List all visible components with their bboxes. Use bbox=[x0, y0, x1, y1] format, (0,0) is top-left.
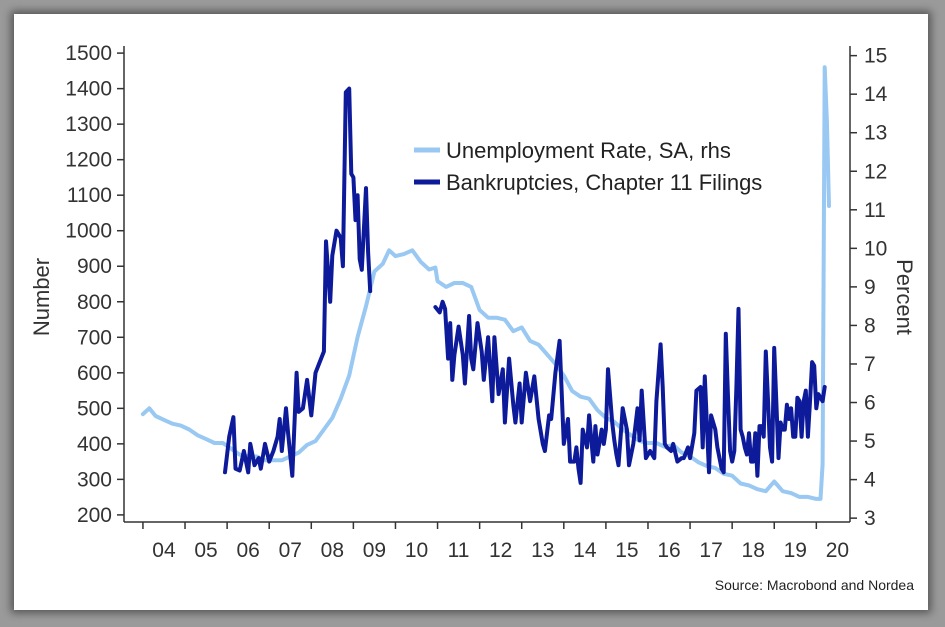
right-y-tick-label: 10 bbox=[864, 237, 887, 260]
legend-label-bankruptcies: Bankruptcies, Chapter 11 Filings bbox=[446, 170, 762, 195]
series-layer bbox=[140, 65, 831, 501]
left-y-tick-label: 700 bbox=[77, 326, 112, 349]
left-y-tick-label: 300 bbox=[77, 468, 112, 491]
left-y-ticks: 200 300 400 500 600 700 800 900 1000 1100 1200 1300… bbox=[65, 42, 124, 527]
legend-label-unemployment: Unemployment Rate, SA, rhs bbox=[446, 138, 731, 163]
left-y-tick-label: 400 bbox=[77, 433, 112, 456]
source-note: Source: Macrobond and Nordea bbox=[715, 577, 914, 593]
left-y-tick-label: 1300 bbox=[65, 113, 112, 136]
x-tick-label: 15 bbox=[615, 539, 638, 562]
right-y-tick-label: 13 bbox=[864, 122, 887, 145]
left-y-tick-label: 1200 bbox=[65, 149, 112, 172]
right-y-tick-label: 4 bbox=[864, 469, 876, 492]
x-tick-label: 09 bbox=[363, 539, 386, 562]
bankruptcies-line-segment-2 bbox=[433, 299, 827, 485]
x-tick-label: 14 bbox=[573, 539, 597, 562]
right-y-tick-label: 11 bbox=[864, 199, 886, 222]
right-y-tick-label: 12 bbox=[864, 160, 887, 183]
left-y-tick-label: 800 bbox=[77, 291, 112, 314]
x-ticks: 04 05 06 07 08 09 10 11 12 13 14 15 16 17 18 19 20 bbox=[142, 522, 849, 562]
x-tick-label: 08 bbox=[321, 539, 344, 562]
x-tick-label: 20 bbox=[826, 539, 849, 562]
right-y-tick-label: 3 bbox=[864, 507, 876, 530]
legend: Unemployment Rate, SA, rhs Bankruptcies,… bbox=[414, 138, 762, 195]
x-tick-label: 11 bbox=[448, 539, 470, 562]
x-tick-label: 07 bbox=[279, 539, 302, 562]
x-tick-label: 06 bbox=[236, 539, 259, 562]
right-y-tick-label: 7 bbox=[864, 353, 876, 376]
right-axis-title: Percent bbox=[892, 259, 917, 335]
right-y-tick-label: 14 bbox=[864, 83, 888, 106]
x-tick-label: 10 bbox=[405, 539, 428, 562]
chart-svg: 200 300 400 500 600 700 800 900 1000 1100 1200 1300… bbox=[29, 42, 917, 593]
x-tick-label: 04 bbox=[152, 539, 176, 562]
left-y-tick-label: 1000 bbox=[65, 220, 112, 243]
left-axis-title: Number bbox=[29, 258, 54, 336]
x-tick-label: 12 bbox=[489, 539, 512, 562]
bankruptcies-line-segment-1 bbox=[223, 86, 373, 478]
x-tick-label: 16 bbox=[657, 539, 680, 562]
left-y-tick-label: 200 bbox=[77, 504, 112, 527]
x-tick-label: 13 bbox=[531, 539, 554, 562]
left-y-tick-label: 600 bbox=[77, 362, 112, 385]
left-y-tick-label: 1400 bbox=[65, 78, 112, 101]
left-y-tick-label: 900 bbox=[77, 255, 112, 278]
right-y-tick-label: 6 bbox=[864, 392, 876, 415]
x-tick-label: 18 bbox=[742, 539, 765, 562]
left-y-tick-label: 1100 bbox=[67, 184, 112, 207]
left-y-tick-label: 500 bbox=[77, 397, 112, 420]
right-y-tick-label: 5 bbox=[864, 430, 876, 453]
axes bbox=[123, 46, 851, 523]
left-y-tick-label: 1500 bbox=[65, 42, 112, 65]
right-y-tick-label: 15 bbox=[864, 45, 887, 68]
chart-card: 200 300 400 500 600 700 800 900 1000 1100 1200 1300… bbox=[14, 14, 928, 610]
right-y-tick-label: 9 bbox=[864, 276, 876, 299]
x-tick-label: 05 bbox=[194, 539, 217, 562]
right-y-ticks: 3 4 5 6 7 8 9 10 11 12 13 14 15 bbox=[850, 45, 888, 530]
right-y-tick-label: 8 bbox=[864, 314, 876, 337]
x-tick-label: 19 bbox=[784, 539, 807, 562]
x-tick-label: 17 bbox=[699, 539, 722, 562]
